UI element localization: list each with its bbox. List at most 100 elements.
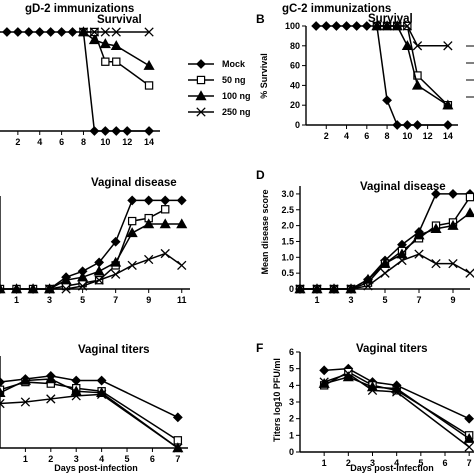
panel-d-series-250ng-point-stroke-b — [329, 284, 339, 294]
panel-b-y-tick-label: 40 — [290, 80, 300, 90]
panel-b-x-tick-label: 6 — [364, 131, 369, 141]
panel-d-series-mock-point — [431, 189, 441, 199]
panel-b-y-tick-label: 60 — [290, 61, 300, 71]
panel-b-y-tick-label: 20 — [290, 100, 300, 110]
panel-d-series-250ng-point — [465, 268, 474, 278]
panel-b-x-tick-label: 12 — [423, 131, 433, 141]
panel-d-series-250ng-point-stroke-b — [448, 258, 458, 269]
panel-d-series-100ng-point — [447, 219, 459, 230]
panel-d-x-tick-label: 5 — [382, 295, 387, 305]
panel-c-x-tick-label: 7 — [113, 295, 118, 305]
panel-f-x-label: Days post-infection — [350, 463, 434, 473]
panel-a-series-250ng-point — [144, 27, 154, 37]
panel-d-series-50ng — [295, 192, 474, 294]
panel-b-series-mock-point — [331, 21, 342, 31]
panel-b-y-tick-label: 80 — [290, 41, 300, 51]
panel-e-x-tick-label: 3 — [74, 454, 79, 464]
legend-marker-250ng-shape-stroke-b — [196, 107, 206, 117]
panel-e-series-250ng-point — [46, 394, 56, 404]
legend-item-50ng: 50 ng — [188, 75, 246, 85]
panel-e-series-250ng-point-stroke-b — [0, 398, 5, 405]
panel-d-series-250ng-point-stroke-b — [465, 268, 474, 278]
panel-d-series-250ng-point — [448, 258, 458, 269]
panel-e-series-250ng — [0, 389, 183, 453]
panel-a-series-mock-point — [122, 126, 133, 136]
panel-f-x-tick-label: 7 — [467, 458, 472, 468]
panel-c-series-250ng-point-stroke-b — [77, 281, 88, 291]
panel-e-x-tick-label: 2 — [48, 454, 53, 464]
panel-b-x-tick-label: 10 — [402, 131, 412, 141]
panel-b-series-250ng-point-stroke-b — [412, 41, 423, 51]
panel-c-x-tick-label: 1 — [14, 295, 19, 305]
legend-label-100ng: 100 ng — [222, 91, 251, 101]
panel-c-series-250ng-point-stroke-b — [110, 269, 121, 279]
panel-d-series-250ng-point — [431, 258, 441, 269]
panel-c-series-100ng-point — [110, 256, 122, 267]
panel-a-x-tick-label: 12 — [122, 137, 132, 147]
panel-b-series-100ng-point — [442, 99, 454, 110]
panel-c-x-tick-label: 9 — [146, 295, 151, 305]
panel-e-series-250ng-point-stroke-b — [46, 394, 56, 404]
panel-f-x-tick-label: 5 — [418, 458, 423, 468]
panel-d-series-250ng-point — [295, 284, 305, 294]
panel-d-series-100ng-point — [430, 223, 442, 233]
panel-b-series-250ng-point-stroke-b — [372, 21, 382, 31]
panel-b-series-100ng-point — [401, 40, 413, 50]
panel-e-series-250ng-line — [0, 393, 179, 449]
panel-d-series-250ng-point-stroke-b — [414, 249, 424, 259]
panel-f-series-250ng-point — [367, 385, 378, 395]
panel-b-series-250ng-point — [392, 21, 402, 31]
panel-a-series-250ng-point — [78, 27, 89, 37]
panel-d-series-250ng-point-stroke-b — [380, 268, 390, 278]
panel-c-series-250ng-point — [177, 260, 187, 271]
panel-c-series-250ng-point-stroke-b — [61, 284, 71, 294]
panel-d-y-tick-label: 0.5 — [281, 268, 294, 278]
panel-f-series-250ng-point-stroke-b — [319, 377, 329, 387]
panel-a-series-mock-point — [67, 27, 78, 37]
panel-c-series-100ng-line — [0, 223, 182, 290]
panel-c-series-mock — [0, 195, 187, 294]
panel-d-series-mock-line — [300, 193, 470, 290]
panel-b-y-label: % Survival — [259, 53, 269, 99]
panel-c-series-100ng-point — [159, 218, 171, 229]
panel-a-x-tick-label: 10 — [100, 137, 110, 147]
panel-d-series-250ng-point — [414, 249, 424, 259]
panel-b-series-50ng-point — [413, 71, 422, 80]
panel-a-series-mock — [0, 27, 154, 136]
panel-f-series-250ng-point-stroke-b — [392, 387, 402, 397]
panel-d-x-tick-label: 1 — [314, 295, 319, 305]
panel-f-series-mock-point — [464, 413, 474, 424]
panel-c-series-250ng-point-stroke-b — [144, 254, 154, 265]
panel-d-y-tick-label: 0 — [289, 284, 294, 294]
panel-d-series-50ng-point — [465, 192, 474, 202]
panel-f-x-tick-label: 2 — [346, 458, 351, 468]
legend-marker-100ng-shape — [195, 90, 207, 101]
panel-b-series-mock — [311, 21, 453, 130]
panel-f-x-tick-label: 4 — [394, 458, 399, 468]
panel-d-series-100ng-point — [362, 273, 374, 284]
panel-c-series-250ng-point-stroke-b — [177, 260, 187, 271]
panel-b-series-mock-point — [351, 21, 362, 31]
panel-b-series-mock-point — [402, 120, 413, 130]
panel-a-series-250ng-point-stroke-b — [78, 27, 89, 37]
panel-d-y-tick-label: 2.0 — [281, 221, 294, 231]
legend-marker-50ng-shape — [196, 75, 206, 85]
panel-f-series-100ng-point — [463, 432, 474, 443]
panel-c-series-100ng-point — [60, 274, 72, 285]
panel-d-series-250ng-point — [329, 284, 339, 294]
panel-a-x-tick-label: 2 — [15, 137, 20, 147]
legend-item-100ng: 100 ng — [188, 90, 251, 101]
panel-c-series-100ng-point — [27, 283, 39, 294]
panel-c-x-tick-label: 3 — [47, 295, 52, 305]
panel-c-series-250ng-point — [110, 269, 121, 279]
panel-d-series-250ng-point — [363, 281, 373, 291]
panel-d: Vaginal disease D 1 3 5 7 9 0 0.5 1.0 1.5 2.0 2.5 3.0… — [256, 168, 474, 305]
panel-d-series-250ng-point-stroke-b — [312, 284, 322, 294]
panel-f-title: Vaginal titers — [356, 343, 428, 355]
panel-b-series-250ng-point — [402, 21, 412, 31]
panel-b-y-tick-label: 100 — [285, 21, 300, 31]
panel-a-series-250ng-point — [89, 27, 100, 37]
panel-d-y-tick-label: 2.5 — [281, 205, 294, 215]
panel-c-series-250ng-point-stroke-b — [127, 260, 137, 271]
